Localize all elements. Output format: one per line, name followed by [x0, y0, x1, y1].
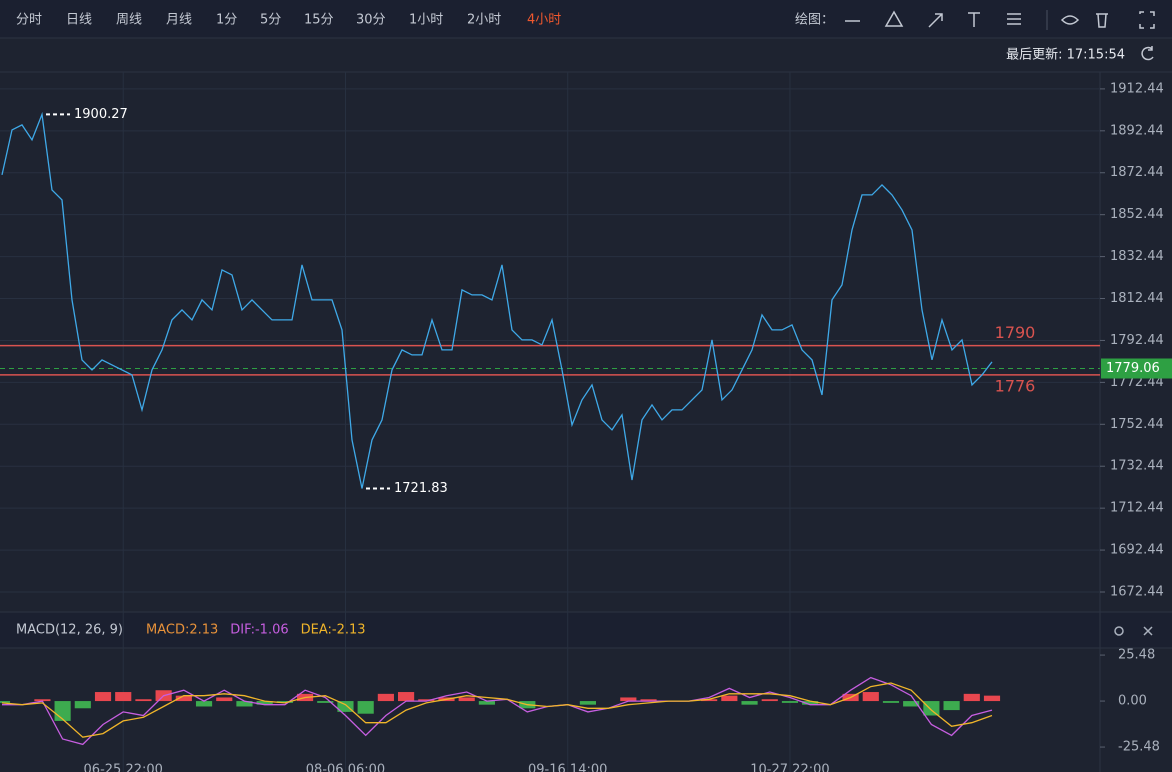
settings-icon[interactable]	[1114, 626, 1124, 636]
y-tick-label: 1892.44	[1110, 123, 1164, 138]
y-tick-label: 1872.44	[1110, 165, 1164, 180]
y-tick-label: 1812.44	[1110, 291, 1164, 306]
period-tab[interactable]: 月线	[166, 13, 192, 28]
macd-bar	[175, 695, 192, 702]
y-tick-label: 1832.44	[1110, 249, 1164, 264]
legend-entry: DIF:-1.06	[230, 623, 288, 638]
level-label: 1776	[995, 376, 1036, 395]
macd-bar	[377, 693, 394, 702]
macd-bar	[0, 701, 11, 703]
last-price-box	[1101, 358, 1172, 379]
triangle-tool[interactable]	[884, 10, 904, 27]
y-tick-label: 1712.44	[1110, 501, 1164, 516]
trash-icon[interactable]	[1096, 13, 1108, 28]
macd-bar	[195, 701, 213, 707]
macd-bar	[317, 701, 334, 703]
level-label: 1790	[995, 323, 1036, 342]
y-tick-label: -25.48	[1118, 740, 1160, 755]
y-tick-label: 1792.44	[1110, 333, 1164, 348]
period-tab[interactable]: 2小时	[467, 13, 501, 28]
macd-bar	[781, 701, 799, 703]
macd-bar	[721, 695, 738, 702]
fib-tool[interactable]	[1007, 13, 1021, 25]
y-tick-label: 1772.44	[1110, 375, 1164, 390]
macd-bar	[418, 699, 435, 702]
draw-tools	[845, 10, 1155, 30]
macd-bar	[337, 701, 354, 712]
refresh-icon[interactable]	[1141, 46, 1154, 61]
macd-bar	[398, 692, 415, 702]
macd-bar	[761, 699, 778, 702]
macd-bar	[983, 695, 1001, 702]
fullscreen-icon[interactable]	[1139, 11, 1155, 29]
y-tick-label: 1732.44	[1110, 459, 1164, 474]
series-line	[1, 111, 993, 489]
macd-bar	[620, 697, 637, 702]
x-tick-label: 08-06 06:00	[306, 763, 385, 772]
y-tick-label: 1692.44	[1110, 543, 1164, 558]
draw-label: 绘图：	[795, 13, 834, 28]
period-tab[interactable]: 15分	[304, 13, 334, 28]
extreme-label: 1900.27	[74, 107, 128, 122]
macd-bar	[923, 701, 940, 716]
macd-bar	[701, 699, 718, 702]
series-line	[1, 682, 993, 738]
period-tab[interactable]: 日线	[66, 13, 92, 28]
macd-bar	[135, 699, 152, 702]
macd-bar	[54, 701, 71, 721]
toolbar	[0, 0, 1172, 38]
macd-bar	[862, 692, 879, 702]
period-tab[interactable]: 30分	[356, 13, 386, 28]
legend-entry: MACD:2.13	[146, 623, 218, 638]
macd-header	[0, 612, 1172, 648]
macd-bar	[357, 701, 374, 714]
y-tick-label: 1912.44	[1110, 81, 1164, 96]
panel-icons	[1114, 626, 1153, 636]
text-tool[interactable]	[968, 12, 980, 27]
x-tick-label: 06-25 22:00	[84, 763, 163, 772]
macd-bar	[963, 693, 980, 702]
period-tab[interactable]: 分时	[16, 13, 42, 28]
macd-bar	[478, 701, 495, 705]
last-price-label: 1779.06	[1106, 361, 1160, 376]
y-tick-label: 1672.44	[1110, 585, 1164, 600]
macd-bar	[115, 692, 132, 702]
eye-icon[interactable]	[1060, 15, 1080, 25]
macd-bar	[74, 701, 91, 709]
macd-bar	[903, 701, 920, 707]
period-tab[interactable]: 5分	[260, 13, 281, 28]
macd-bar	[236, 701, 253, 707]
macd-title: MACD(12, 26, 9)	[16, 623, 123, 638]
macd-bar	[216, 697, 233, 702]
period-tab[interactable]: 1分	[216, 13, 237, 28]
period-tab[interactable]: 4小时	[527, 13, 561, 28]
last-update: 最后更新: 17:15:54	[1006, 47, 1125, 63]
legend-entry: DEA:-2.13	[301, 623, 366, 638]
x-tick-label: 09-16 14:00	[528, 763, 607, 772]
arrow-tool[interactable]	[928, 13, 943, 28]
macd-bar	[94, 692, 112, 702]
macd-bar	[640, 699, 657, 702]
macd-bar	[256, 701, 273, 705]
period-tab[interactable]: 周线	[116, 13, 142, 28]
period-tab[interactable]: 1小时	[409, 13, 443, 28]
x-tick-label: 10-27 22:00	[750, 763, 829, 772]
macd-bar	[276, 701, 293, 703]
macd-bar	[458, 697, 475, 702]
extreme-label: 1721.83	[394, 481, 448, 496]
macd-bar	[579, 701, 596, 705]
macd-bar	[802, 701, 819, 705]
macd-bar	[882, 701, 900, 703]
macd-bar	[741, 701, 758, 705]
close-icon[interactable]	[1143, 626, 1153, 636]
macd-bar	[943, 701, 960, 711]
y-tick-label: 1852.44	[1110, 207, 1164, 222]
macd-bar	[34, 699, 51, 702]
y-tick-label: 1752.44	[1110, 417, 1164, 432]
y-tick-label: 0.00	[1118, 694, 1147, 709]
y-tick-label: 25.48	[1118, 648, 1155, 663]
